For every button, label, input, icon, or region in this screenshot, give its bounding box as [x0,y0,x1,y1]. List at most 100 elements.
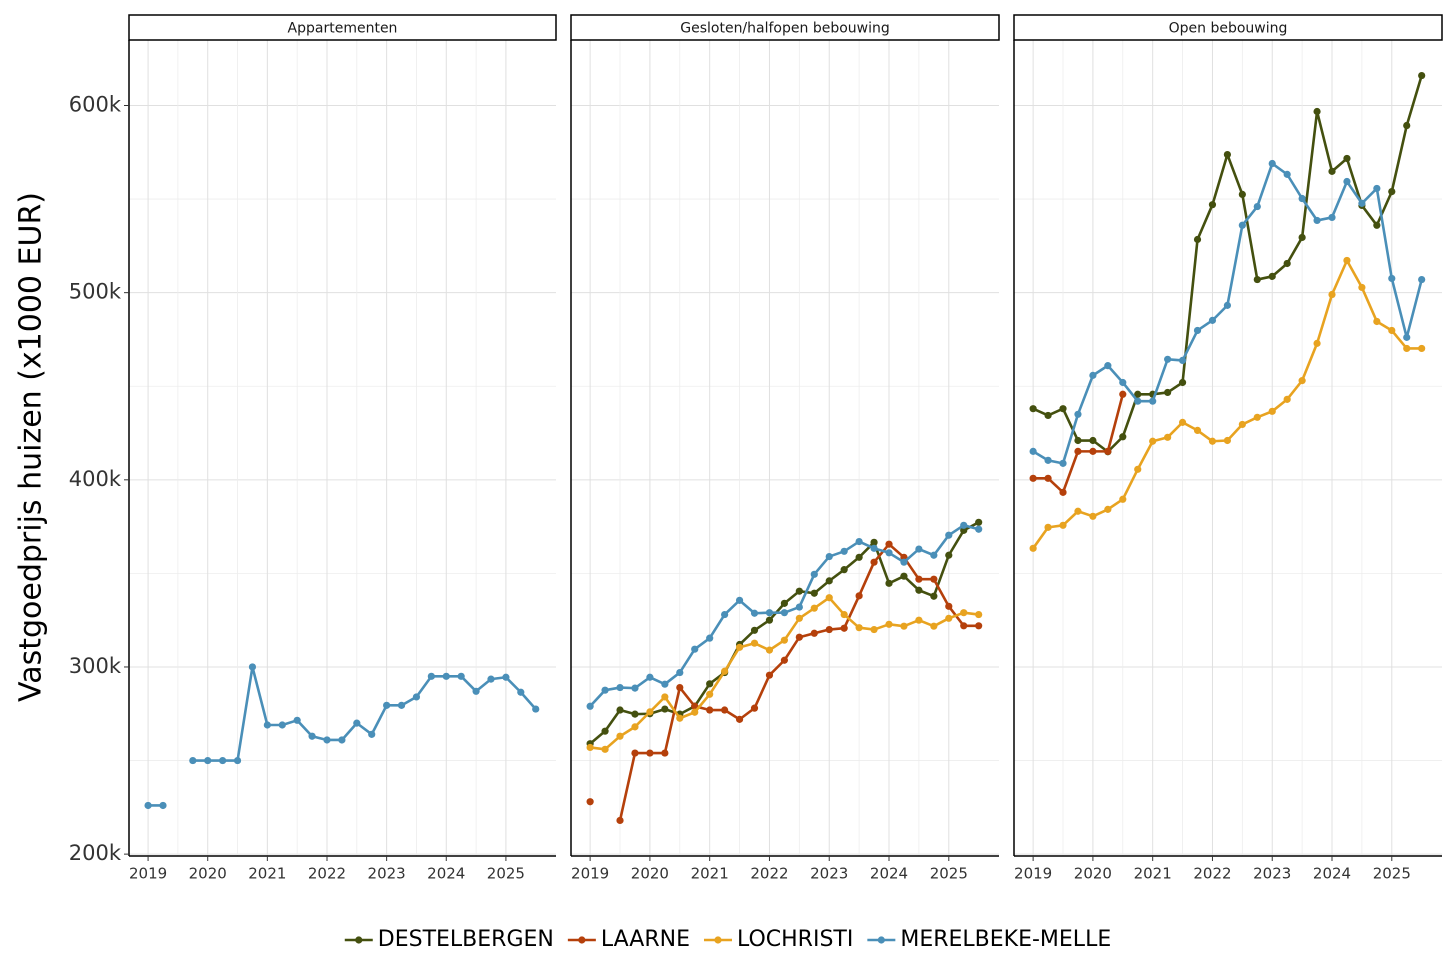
data-point [676,683,684,692]
data-point [1208,437,1217,445]
data-point [1149,437,1157,445]
x-tick-label: 2023 [368,865,406,883]
data-point [1388,326,1396,335]
data-point [810,589,818,597]
data-point [427,672,435,680]
data-point [1044,523,1052,531]
data-point [616,706,624,714]
x-tick-label: 2022 [750,865,788,883]
data-point [1373,317,1381,326]
data-point [1089,512,1097,520]
data-point [960,526,968,534]
data-point [1044,411,1052,420]
data-point [1373,184,1381,193]
data-point [765,609,774,617]
data-point [1358,199,1366,207]
data-point [780,636,789,644]
facet-strip [1013,14,1443,41]
data-point [810,629,818,637]
data-point [691,645,699,653]
data-point [1328,167,1336,175]
data-point [1119,378,1127,387]
data-point [1059,405,1067,413]
data-point [661,705,669,713]
data-point [1418,71,1426,80]
data-point [601,686,609,694]
data-point [1029,544,1037,552]
legend-swatch-dot [877,936,885,944]
data-point [1178,378,1187,387]
data-point [825,552,833,561]
data-point [1208,201,1217,209]
x-tick-label: 2020 [631,865,669,883]
data-point [1134,465,1142,473]
data-point [1388,187,1396,196]
data-point [1119,495,1127,503]
data-point [706,634,714,642]
data-point [706,706,714,714]
data-point [691,708,699,716]
data-point [810,570,818,578]
data-point [825,577,833,585]
data-point [1313,339,1321,347]
data-point [780,609,789,617]
x-tick-label: 2024 [427,865,465,883]
data-point [735,643,744,651]
data-point [1104,447,1112,455]
data-point [1104,505,1112,513]
data-point [1164,388,1172,397]
data-point [975,610,983,619]
data-point [1178,356,1187,365]
data-point [1403,333,1411,341]
y-axis-label: Vastgoedprijs huizen (x1000 EUR) [14,192,49,702]
data-point [1134,397,1142,405]
data-point [323,736,331,744]
data-point [1418,275,1426,284]
facet-title: Appartementen [288,21,398,37]
data-point [1298,233,1306,242]
data-point [457,672,465,680]
data-point [278,721,286,729]
legend-label: MERELBEKE-MELLE [900,927,1111,952]
facet-strip [570,14,1000,41]
data-point [885,540,893,548]
data-point [616,683,624,692]
data-point [1313,216,1321,225]
data-point [1388,274,1396,283]
facet-strip [128,14,557,41]
data-point [945,602,953,610]
data-point [586,743,594,752]
data-point [1089,447,1097,455]
data-point [1238,221,1246,229]
data-point [472,687,480,695]
data-point [1178,418,1187,426]
data-point [750,609,759,617]
data-point [885,579,893,587]
data-point [1268,407,1276,415]
series-line [148,665,537,807]
legend-label: LOCHRISTI [737,927,853,952]
data-point [975,518,983,526]
data-point [219,756,227,765]
data-point [750,639,759,647]
data-point [1119,433,1127,441]
data-point [586,798,594,806]
data-point [1268,159,1276,168]
data-point [397,701,406,709]
y-tick-label: 400k [69,467,122,491]
data-point [840,610,848,619]
data-point [721,610,729,619]
x-tick-label: 2021 [691,865,729,883]
data-point [915,616,923,624]
facet-title: Gesloten/halfopen bebouwing [680,21,890,37]
data-point [1253,202,1261,211]
data-point [1223,436,1232,445]
data-point [1283,259,1291,268]
data-point [1193,235,1202,244]
data-point [1238,420,1246,429]
data-point [930,551,938,559]
data-point [1149,397,1157,405]
x-tick-label: 2024 [1313,865,1351,883]
data-point [631,749,639,757]
data-point [930,622,938,630]
